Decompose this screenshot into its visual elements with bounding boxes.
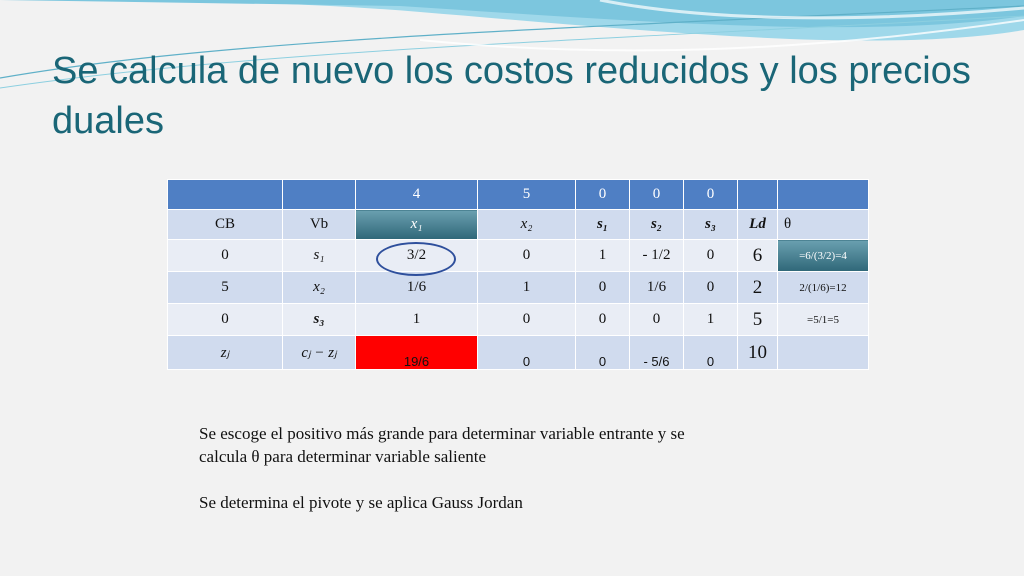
slide-notes: Se escoge el positivo más grande para de… — [199, 422, 819, 514]
table-cell: 2 — [737, 271, 778, 304]
decorative-waves — [0, 0, 1024, 89]
header-row: CB Vb x₁ x₂ s₁ s₂ s₃ Ld θ — [167, 209, 869, 240]
theta-cell: 2/(1/6)=12 — [777, 271, 869, 304]
header-cell-x1: x₁ — [355, 209, 478, 240]
table-cell: 0 — [575, 303, 630, 336]
objective-value-cell: 10 — [737, 335, 778, 370]
table-cell: 0 — [477, 239, 576, 272]
table-cell: - 1/2 — [629, 239, 684, 272]
cost-coefficients-row: 4 5 0 0 0 — [167, 179, 869, 210]
table-cell: 6 — [737, 239, 778, 272]
z-row: zⱼ cⱼ − zⱼ 19/6 0 0 - 5/6 0 10 — [167, 335, 869, 370]
header-cell-x2: x₂ — [477, 209, 576, 240]
header-cell-cb: CB — [167, 209, 283, 240]
table-cell: x₂ — [282, 271, 356, 304]
cost-cell: 0 — [575, 179, 630, 210]
table-cell: 1 — [477, 271, 576, 304]
table-cell: 0 — [683, 335, 738, 370]
entering-variable-cell: 19/6 — [355, 335, 478, 370]
header-cell-ld: Ld — [737, 209, 778, 240]
cost-cell: 4 — [355, 179, 478, 210]
note-line: calcula θ para determinar variable salie… — [199, 447, 487, 466]
table-cell: 1 — [575, 239, 630, 272]
cost-cell — [167, 179, 283, 210]
table-cell: 0 — [477, 303, 576, 336]
table-cell: s₃ — [282, 303, 356, 336]
table-cell: 1 — [683, 303, 738, 336]
table-cell: 5 — [737, 303, 778, 336]
cost-cell — [737, 179, 778, 210]
cost-cell: 0 — [683, 179, 738, 210]
table-cell: 0 — [167, 303, 283, 336]
table-cell: 0 — [629, 303, 684, 336]
header-cell-s2: s₂ — [629, 209, 684, 240]
header-cell-vb: Vb — [282, 209, 356, 240]
theta-min-cell: =6/(3/2)=4 — [777, 239, 869, 272]
table-cell: 5 — [167, 271, 283, 304]
table-cell: 1 — [355, 303, 478, 336]
header-cell-s3: s₃ — [683, 209, 738, 240]
theta-cell: =5/1=5 — [777, 303, 869, 336]
cost-cell — [777, 179, 869, 210]
table-cell: 0 — [575, 271, 630, 304]
cost-cell — [282, 179, 356, 210]
table-cell: 0 — [683, 239, 738, 272]
table-cell: 1/6 — [355, 271, 478, 304]
cost-cell: 0 — [629, 179, 684, 210]
table-cell: 0 — [167, 239, 283, 272]
cj-minus-zj-label: cⱼ − zⱼ — [282, 335, 356, 370]
table-cell: 1/6 — [629, 271, 684, 304]
table-row: 0 s₁ 3/2 0 1 - 1/2 0 6 =6/(3/2)=4 — [167, 239, 869, 272]
slide-title: Se calcula de nuevo los costos reducidos… — [52, 50, 971, 142]
table-cell: 0 — [683, 271, 738, 304]
header-cell-s1: s₁ — [575, 209, 630, 240]
table-cell: 0 — [575, 335, 630, 370]
table-cell: - 5/6 — [629, 335, 684, 370]
cost-cell: 5 — [477, 179, 576, 210]
pivot-circle — [376, 242, 456, 276]
header-cell-theta: θ — [777, 209, 869, 240]
table-cell: 0 — [477, 335, 576, 370]
table-cell: s₁ — [282, 239, 356, 272]
zj-label: zⱼ — [167, 335, 283, 370]
note-line: Se determina el pivote y se aplica Gauss… — [199, 493, 523, 512]
table-row: 5 x₂ 1/6 1 0 1/6 0 2 2/(1/6)=12 — [167, 271, 869, 304]
note-line: Se escoge el positivo más grande para de… — [199, 424, 685, 443]
table-row: 0 s₃ 1 0 0 0 1 5 =5/1=5 — [167, 303, 869, 336]
simplex-tableau: 4 5 0 0 0 CB Vb x₁ x₂ s₁ s₂ s₃ Ld θ 0 s₁… — [167, 179, 869, 370]
table-cell — [777, 335, 869, 370]
